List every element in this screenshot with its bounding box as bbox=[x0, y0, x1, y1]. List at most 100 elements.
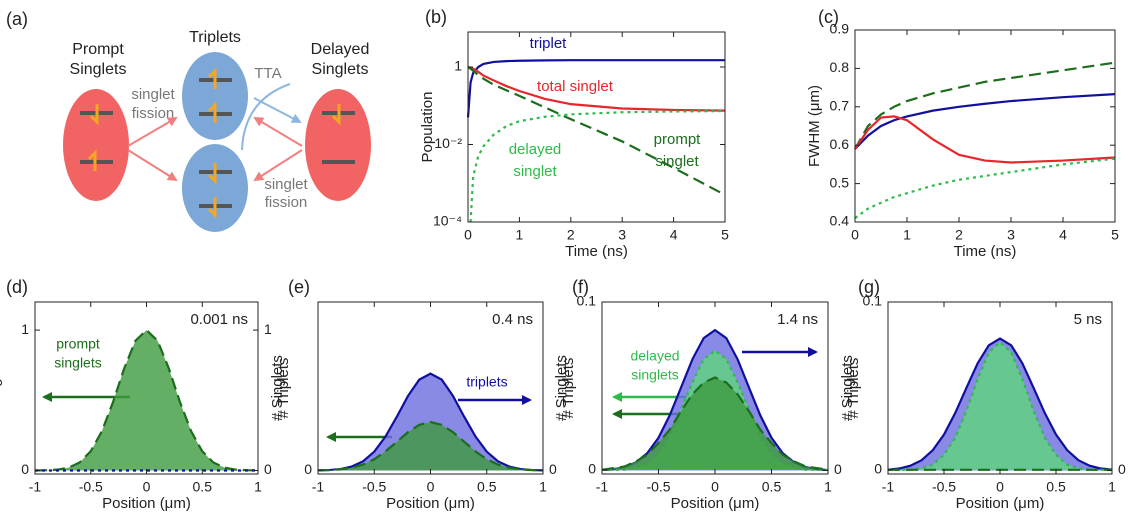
diagram-label: Prompt bbox=[72, 41, 124, 58]
x-axis-label: Position (μm) bbox=[671, 495, 760, 512]
x-axis-label: Position (μm) bbox=[956, 495, 1045, 512]
state-ellipse bbox=[182, 144, 248, 232]
diagram-label: TTA bbox=[254, 65, 281, 82]
annotation: prompt bbox=[56, 336, 100, 352]
x-tick-label: 0 bbox=[464, 227, 472, 243]
diagram: (a) Prompt Singlets Triplets Delayed Sin… bbox=[6, 9, 371, 232]
series-label: singlet bbox=[513, 163, 557, 180]
x-tick-label: -0.5 bbox=[646, 479, 670, 495]
diagram-label: fission bbox=[265, 194, 308, 211]
x-tick-label: 0.5 bbox=[762, 479, 782, 495]
annotation: triplets bbox=[466, 374, 507, 390]
diagram-label: Singlets bbox=[70, 61, 127, 78]
series-area bbox=[35, 330, 258, 471]
arrows bbox=[127, 83, 303, 182]
panel-label: (b) bbox=[425, 7, 447, 27]
x-axis-label: Time (ns) bbox=[954, 243, 1017, 260]
x-tick-label: -0.5 bbox=[932, 479, 956, 495]
y-axis-label: # Singlets bbox=[553, 355, 570, 421]
y-tick-label: 1 bbox=[21, 321, 29, 337]
x-tick-label: 1 bbox=[254, 479, 262, 495]
x-tick-label: -0.5 bbox=[362, 479, 386, 495]
x-tick-label: 0.5 bbox=[1046, 479, 1066, 495]
x-tick-label: 0.5 bbox=[193, 479, 213, 495]
x-tick-label: -1 bbox=[596, 479, 609, 495]
x-tick-label: 0 bbox=[996, 479, 1004, 495]
y2-axis-label: # Triplets bbox=[560, 358, 577, 419]
y-tick-label: 10⁻² bbox=[434, 135, 462, 151]
panel-label: (e) bbox=[288, 277, 310, 297]
time-label: 1.4 ns bbox=[777, 311, 818, 328]
y-tick-label: 0.6 bbox=[830, 136, 850, 152]
x-tick-label: 1 bbox=[516, 227, 524, 243]
plot-frame bbox=[854, 29, 1116, 223]
y-axis-label: FWHM (μm) bbox=[806, 85, 823, 167]
series-line bbox=[467, 65, 726, 112]
x-tick-label: 4 bbox=[670, 227, 678, 243]
series-label: total singlet bbox=[537, 78, 614, 95]
x-tick-label: 0 bbox=[711, 479, 719, 495]
x-tick-label: 0 bbox=[427, 479, 435, 495]
state-ellipse bbox=[63, 89, 129, 201]
diagram-label: Delayed bbox=[311, 41, 370, 58]
series-line bbox=[887, 337, 1113, 471]
y2-tick-label: 0 bbox=[834, 461, 842, 477]
y-tick-label: 0.9 bbox=[830, 21, 850, 37]
panel-label: (g) bbox=[858, 277, 880, 297]
series-line bbox=[854, 93, 1116, 150]
y-tick-label: 0.8 bbox=[830, 59, 850, 75]
series-area bbox=[888, 342, 1112, 470]
y-tick-label: 0.1 bbox=[863, 293, 883, 309]
x-tick-label: 0 bbox=[851, 227, 859, 243]
series-line bbox=[467, 66, 726, 196]
series-line bbox=[34, 328, 259, 472]
panel-label: (f) bbox=[572, 277, 589, 297]
y-tick-label: 0 bbox=[21, 461, 29, 477]
y-tick-label: 10⁻⁴ bbox=[433, 213, 462, 229]
y2-axis-label: # Triplets bbox=[275, 358, 292, 419]
annotation: delayed bbox=[630, 348, 679, 364]
y-axis-label: Population bbox=[419, 92, 436, 163]
y-axis-label: # Singlets bbox=[839, 355, 856, 421]
series-label: delayed bbox=[509, 141, 562, 158]
x-tick-label: 1 bbox=[1108, 479, 1116, 495]
y-tick-label: 0.1 bbox=[577, 293, 597, 309]
time-label: 0.4 ns bbox=[492, 311, 533, 328]
y2-tick-label: 0 bbox=[264, 461, 272, 477]
x-tick-label: 5 bbox=[1111, 227, 1119, 243]
x-tick-label: 1 bbox=[539, 479, 547, 495]
x-tick-label: 0.5 bbox=[477, 479, 497, 495]
x-tick-label: 3 bbox=[618, 227, 626, 243]
x-tick-label: 2 bbox=[955, 227, 963, 243]
annotation: singlets bbox=[54, 355, 101, 371]
x-tick-label: -0.5 bbox=[79, 479, 103, 495]
series-area bbox=[318, 422, 543, 471]
y2-axis-label: # Triplets bbox=[845, 358, 862, 419]
y2-tick-label: 0 bbox=[1118, 461, 1126, 477]
time-label: 0.001 ns bbox=[190, 311, 248, 328]
state-ellipse bbox=[305, 89, 371, 201]
diagram-label: singlet bbox=[264, 176, 308, 193]
diagram-label: Triplets bbox=[189, 29, 241, 46]
y-tick-label: 0.7 bbox=[830, 98, 850, 114]
x-tick-label: 1 bbox=[903, 227, 911, 243]
diagram-label: singlet bbox=[131, 86, 175, 103]
annotation: singlets bbox=[631, 367, 678, 383]
x-tick-label: 3 bbox=[1007, 227, 1015, 243]
x-tick-label: 2 bbox=[567, 227, 575, 243]
x-axis-label: Position (μm) bbox=[102, 495, 191, 512]
series-line bbox=[888, 340, 1112, 471]
spins bbox=[87, 67, 341, 219]
y-axis-label: # Singlets bbox=[0, 355, 3, 421]
panel-label: (c) bbox=[818, 7, 839, 27]
y2-tick-label: 1 bbox=[264, 321, 272, 337]
series-area bbox=[602, 377, 828, 470]
plot-frame bbox=[467, 31, 726, 223]
series-label: triplet bbox=[530, 35, 568, 52]
y-tick-label: 1 bbox=[454, 58, 462, 74]
series-line bbox=[854, 157, 1116, 220]
x-axis-label: Position (μm) bbox=[386, 495, 475, 512]
time-label: 5 ns bbox=[1074, 311, 1102, 328]
series-line bbox=[601, 376, 829, 471]
x-tick-label: -1 bbox=[882, 479, 895, 495]
